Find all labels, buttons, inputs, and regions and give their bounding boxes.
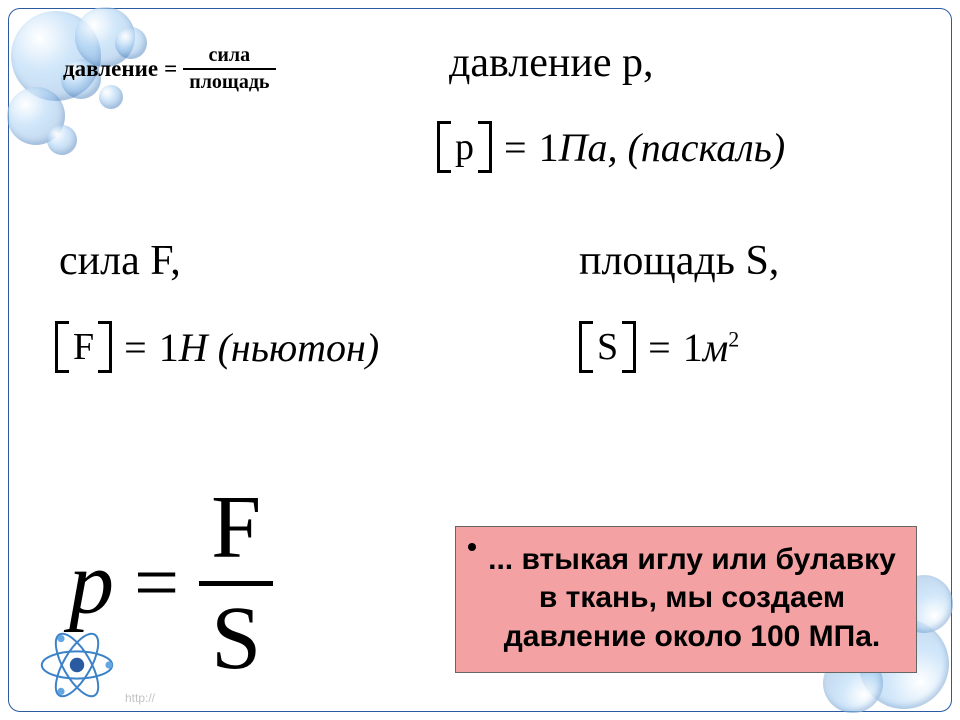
label-pressure: давление p, (449, 39, 653, 87)
def-numerator: сила (203, 45, 257, 68)
unit-s-text: 1м2 (683, 324, 740, 371)
source-url: http:// (125, 691, 155, 705)
bracket-s-symbol: S (593, 321, 622, 373)
formula-fraction: F S (199, 485, 273, 681)
main-formula: p = F S (69, 485, 273, 681)
def-equals: = (164, 56, 177, 82)
formula-equals: = (134, 538, 179, 629)
formula-denominator: S (199, 586, 273, 682)
bracket-p-symbol: p (451, 121, 478, 173)
formula-numerator: F (199, 485, 273, 581)
bracket-f: F (55, 321, 112, 373)
unit-f-text: 1Н (ньютон) (159, 324, 380, 371)
bracket-p: p (437, 121, 492, 173)
formula-lhs: p (69, 532, 114, 635)
label-area: площадь S, (579, 237, 779, 285)
def-label: давление (63, 56, 158, 82)
def-denominator: площадь (183, 70, 275, 93)
label-force: сила F, (59, 237, 181, 285)
def-fraction: сила площадь (183, 45, 275, 93)
bracket-s: S (579, 321, 636, 373)
unit-p-text: 1Па, (паскаль) (539, 124, 786, 171)
fact-callout: ... втыкая иглу или булавку в ткань, мы … (455, 526, 917, 673)
eq-s: = (644, 324, 675, 371)
bullet-icon (468, 543, 476, 551)
bracket-f-symbol: F (69, 321, 98, 373)
unit-pressure: p = 1Па, (паскаль) (437, 121, 785, 173)
unit-area: S = 1м2 (579, 321, 739, 373)
unit-force: F = 1Н (ньютон) (55, 321, 379, 373)
callout-text: ... втыкая иглу или булавку в ткань, мы … (488, 543, 896, 653)
eq-p: = (500, 124, 531, 171)
pressure-definition: давление = сила площадь (63, 45, 276, 93)
eq-f: = (120, 324, 151, 371)
slide-frame: давление = сила площадь давление p, сила… (8, 8, 952, 712)
